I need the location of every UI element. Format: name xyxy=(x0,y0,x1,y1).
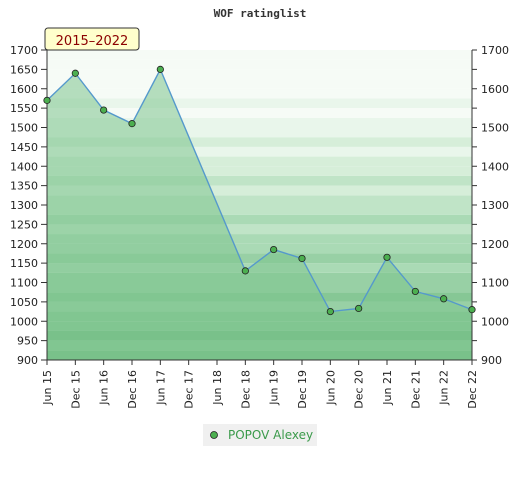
x-tick-label: Jun 17 xyxy=(154,370,167,406)
data-point[interactable] xyxy=(298,254,306,263)
y-tick-label-right: 1000 xyxy=(481,315,509,328)
chart-title: WOF ratinglist xyxy=(214,7,307,20)
y-tick-label-right: 1100 xyxy=(481,277,509,290)
grid-band xyxy=(47,98,472,109)
x-tick-label: Jun 15 xyxy=(41,370,54,406)
y-tick-label: 1550 xyxy=(10,102,38,115)
grid-band xyxy=(47,214,472,225)
y-tick-label-right: 1600 xyxy=(481,83,509,96)
x-tick-label: Dec 18 xyxy=(239,370,252,409)
legend-marker-icon xyxy=(210,431,218,439)
legend-series-name: POPOV Alexey xyxy=(228,428,313,442)
y-axis-right: 900 1000 1100 1200 1300 1400 1500 1600 1700 xyxy=(471,44,509,367)
y-tick-label-right: 1500 xyxy=(481,122,509,135)
y-axis-left: 900 950 1000 1050 1100 1150 1200 1250 1300 1350 14… xyxy=(10,44,48,367)
grid-band xyxy=(47,137,472,147)
y-tick-label-right: 900 xyxy=(481,354,502,367)
grid-band xyxy=(47,50,472,60)
y-tick-label: 1600 xyxy=(10,83,38,96)
data-point[interactable] xyxy=(355,304,363,313)
series-area xyxy=(47,69,472,360)
grid-band xyxy=(47,234,472,244)
data-point[interactable] xyxy=(411,287,419,296)
x-axis: Jun 15 Dec 15 Jun 16 Dec 16 Jun 17 Dec 17 Jun … xyxy=(41,359,479,409)
x-tick-label: Dec 16 xyxy=(126,370,139,409)
grid-band xyxy=(47,79,472,89)
data-point[interactable] xyxy=(100,106,108,114)
x-tick-label: Dec 22 xyxy=(466,370,479,409)
x-tick-label: Dec 15 xyxy=(69,370,82,409)
grid-band xyxy=(47,175,472,186)
data-point[interactable] xyxy=(270,245,278,254)
y-tick-label: 1650 xyxy=(10,63,38,76)
grid-band xyxy=(47,253,472,264)
y-tick-label: 1450 xyxy=(10,141,38,154)
y-tick-label-right: 1400 xyxy=(481,160,509,173)
period-label: 2015–2022 xyxy=(56,34,129,49)
y-tick-label: 950 xyxy=(17,335,38,348)
x-tick-label: Jun 20 xyxy=(324,370,337,406)
grid-band xyxy=(47,156,472,167)
y-tick-label-right: 1200 xyxy=(481,238,509,251)
y-tick-label-right: 1700 xyxy=(481,44,509,57)
y-tick-label: 1150 xyxy=(10,257,38,270)
grid-band xyxy=(47,166,472,176)
data-point[interactable] xyxy=(156,65,164,73)
x-tick-label: Jun 18 xyxy=(211,370,224,406)
x-tick-label: Jun 19 xyxy=(268,370,281,406)
area-layer xyxy=(46,67,473,360)
x-tick-label: Jun 21 xyxy=(381,370,394,406)
x-tick-label: Dec 17 xyxy=(183,370,196,409)
data-point[interactable] xyxy=(71,69,79,77)
period-badge: 2015–2022 xyxy=(44,27,140,51)
data-point[interactable] xyxy=(468,306,476,314)
grid-band xyxy=(47,146,472,157)
grid-band xyxy=(47,69,472,80)
x-tick-label: Dec 21 xyxy=(409,370,422,409)
data-point[interactable] xyxy=(43,96,51,104)
grid-band xyxy=(47,59,472,70)
grid-band xyxy=(47,205,472,215)
data-point[interactable] xyxy=(383,253,391,261)
series-points xyxy=(43,65,476,316)
y-tick-label: 1400 xyxy=(10,160,38,173)
grid-band xyxy=(47,117,472,128)
grid-band xyxy=(47,195,472,205)
data-point[interactable] xyxy=(440,295,448,303)
grid-band xyxy=(47,127,472,138)
y-tick-label: 1250 xyxy=(10,218,38,231)
data-point[interactable] xyxy=(326,307,334,316)
grid-band xyxy=(47,224,472,235)
y-tick-label: 1300 xyxy=(10,199,38,212)
x-tick-label: Jun 22 xyxy=(438,370,451,406)
y-tick-label: 1000 xyxy=(10,315,38,328)
data-point[interactable] xyxy=(241,267,249,275)
x-tick-label: Dec 20 xyxy=(353,370,366,409)
grid-band xyxy=(47,108,472,118)
series-line xyxy=(46,67,473,313)
grid-band xyxy=(47,88,472,99)
y-tick-label: 1100 xyxy=(10,277,38,290)
x-tick-label: Jun 16 xyxy=(98,370,111,406)
y-tick-label: 1200 xyxy=(10,238,38,251)
y-tick-label: 900 xyxy=(17,354,38,367)
data-point[interactable] xyxy=(128,120,136,128)
grid-band xyxy=(47,243,472,254)
y-tick-label: 1050 xyxy=(10,296,38,309)
y-tick-label: 1350 xyxy=(10,180,38,193)
y-tick-label: 1500 xyxy=(10,122,38,135)
x-tick-label: Dec 19 xyxy=(296,370,309,409)
y-tick-label: 1700 xyxy=(10,44,38,57)
legend[interactable]: POPOV Alexey xyxy=(203,424,317,446)
grid-band xyxy=(47,185,472,196)
y-tick-label-right: 1300 xyxy=(481,199,509,212)
